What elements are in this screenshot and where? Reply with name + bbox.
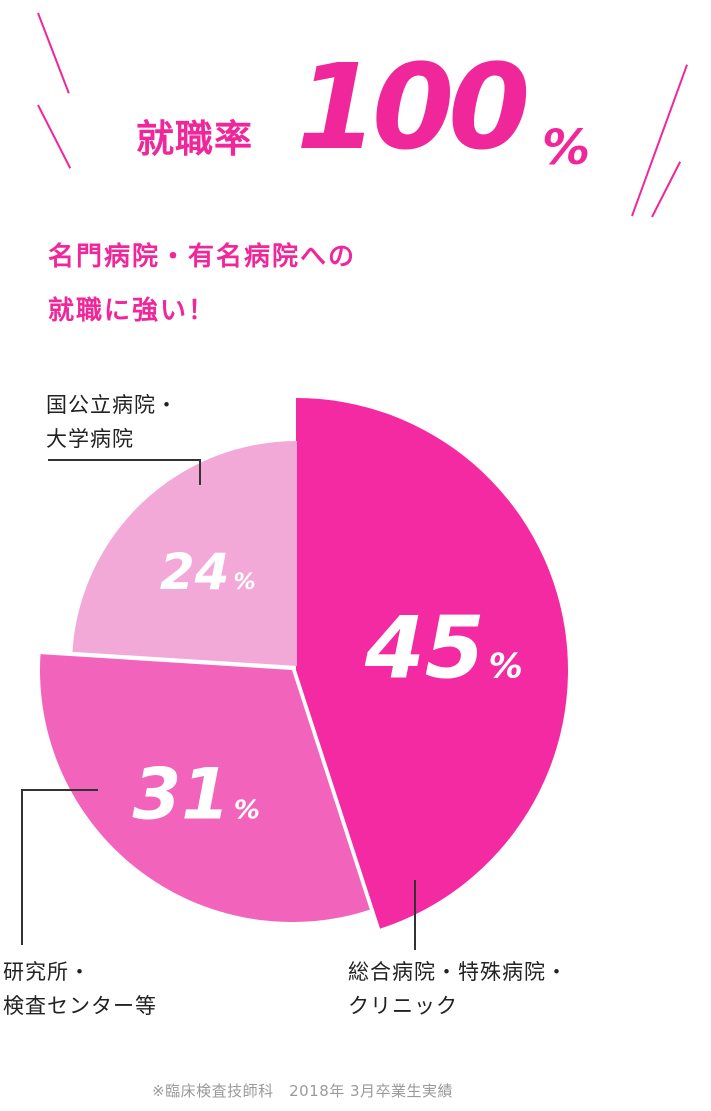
headline-value: 100: [296, 38, 530, 176]
subheading-line-1: 名門病院・有名病院への: [48, 242, 357, 272]
pie-slice: [296, 398, 568, 929]
footnote: ※臨床検査技師科 2018年 3月卒業生実績: [152, 1082, 454, 1100]
slice-category-label: 総合病院・特殊病院・ クリニック: [348, 955, 568, 1023]
pie-slice: [39, 654, 370, 923]
slice-category-label: 国公立病院・ 大学病院: [46, 388, 178, 456]
slice-percentage: 24%: [160, 543, 256, 601]
leader-line: [21, 789, 98, 945]
subheading-line-2: 就職に強い！: [48, 296, 217, 326]
slice-label-line-1: 国公立病院・: [46, 393, 178, 417]
slice-percentage: 45%: [364, 599, 523, 699]
headline-unit: %: [542, 120, 591, 176]
slice-label-line-1: 総合病院・特殊病院・: [348, 960, 568, 984]
headline-label: 就職率: [136, 117, 254, 161]
leader-line: [48, 459, 201, 485]
slice-label-line-2: クリニック: [348, 994, 458, 1018]
pie-slice: [72, 441, 297, 666]
slice-label-line-2: 検査センター等: [3, 994, 157, 1018]
slice-label-line-2: 大学病院: [46, 427, 134, 451]
slice-category-label: 研究所・検査センター等: [3, 955, 157, 1023]
slice-label-line-1: 研究所・: [3, 960, 91, 984]
slice-percentage: 31%: [132, 754, 259, 836]
